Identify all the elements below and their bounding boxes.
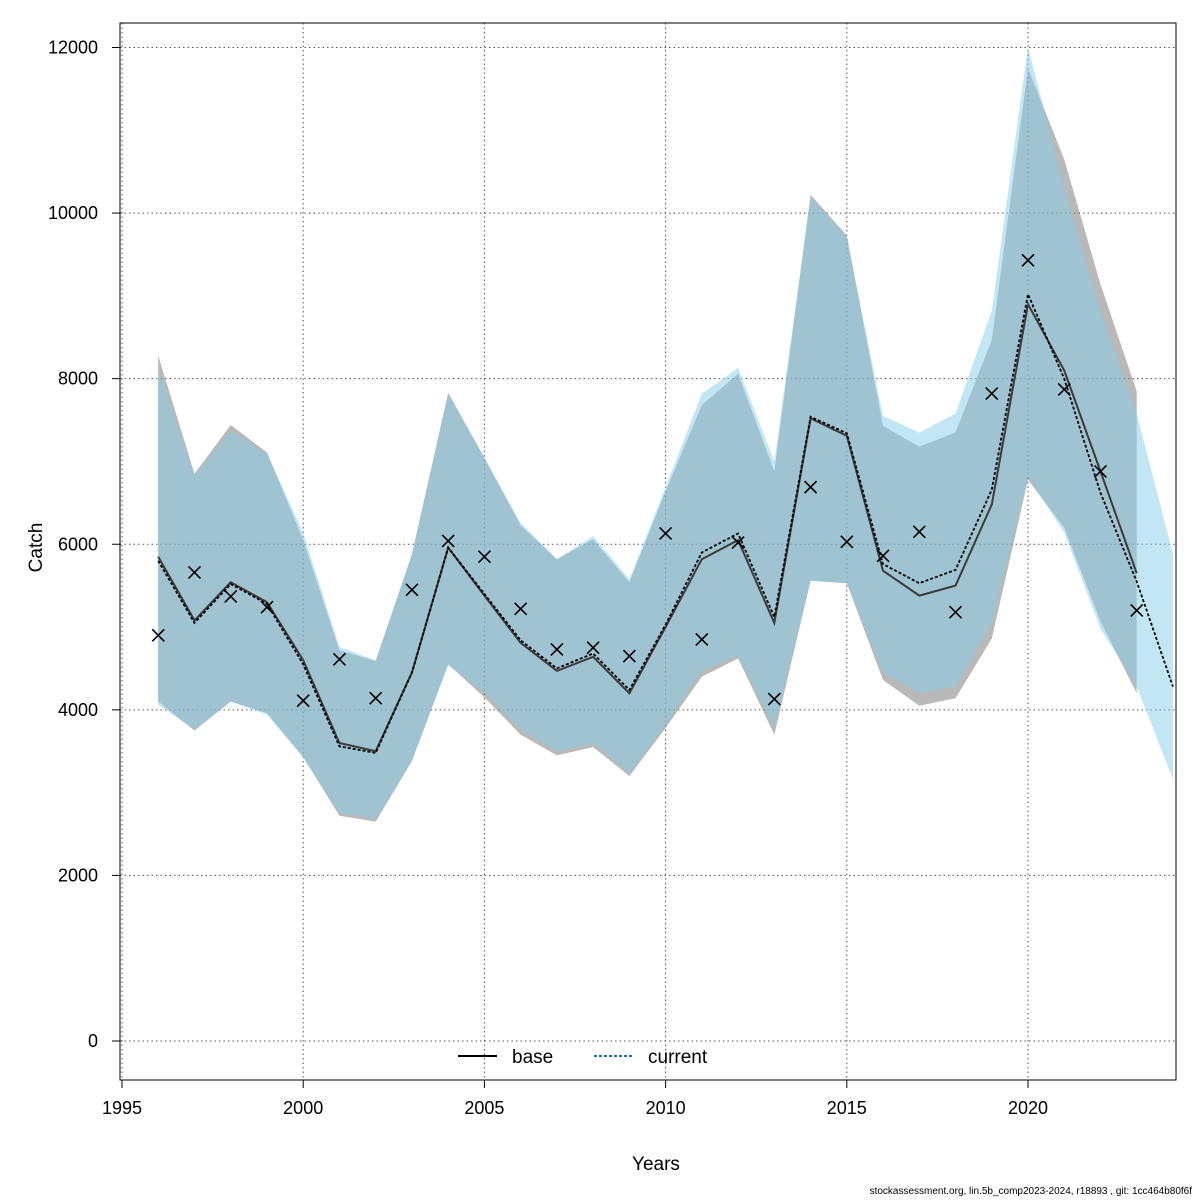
observed-point-stroke	[731, 536, 745, 550]
observed-point	[477, 550, 491, 564]
observed-point	[912, 525, 926, 539]
observed-point	[1057, 382, 1071, 396]
x-tick-label: 2000	[283, 1098, 323, 1118]
y-tick-label: 0	[88, 1031, 98, 1051]
observed-point-stroke	[840, 535, 854, 549]
observed-point	[369, 691, 383, 705]
footer-note: stockassessment.org, lin.5b_comp2023-202…	[869, 1186, 1192, 1197]
observed-point-stroke	[224, 589, 238, 603]
observed-point-stroke	[332, 652, 347, 666]
observed-point-stroke	[1093, 464, 1108, 478]
observed-point	[224, 589, 238, 603]
y-tick-label: 2000	[58, 865, 98, 885]
observed-point-stroke	[405, 583, 419, 597]
observed-point-stroke	[876, 549, 890, 563]
observed-point	[840, 535, 854, 549]
observed-point	[586, 641, 600, 655]
observed-point-stroke	[1130, 603, 1144, 618]
observed-point	[151, 628, 165, 642]
observed-point-stroke	[1057, 382, 1071, 396]
observed-points	[151, 253, 1144, 708]
confidence-band-current	[158, 46, 1173, 820]
observed-point	[767, 692, 781, 706]
x-tick-label: 2020	[1008, 1098, 1048, 1118]
observed-point	[296, 694, 310, 708]
observed-point	[405, 583, 419, 597]
axes: 1995 2000 2005 2010 2015 2020 0 2000 4000 6000 800…	[48, 38, 1048, 1119]
x-tick-label: 2015	[827, 1098, 867, 1118]
observed-point	[876, 549, 890, 563]
observed-point-stroke	[550, 642, 564, 656]
legend-label-current: current	[648, 1047, 708, 1068]
y-tick-label: 6000	[58, 534, 98, 554]
observed-point-stroke	[514, 602, 528, 616]
y-tick-label: 8000	[58, 369, 98, 389]
observed-point	[514, 602, 528, 616]
observed-point	[1021, 253, 1035, 267]
observed-point-stroke	[151, 628, 165, 642]
observed-point-stroke	[622, 649, 636, 663]
observed-point-stroke	[441, 534, 455, 548]
observed-point	[1093, 464, 1108, 478]
legend: base current	[458, 1047, 708, 1068]
observed-point-stroke	[187, 565, 202, 579]
observed-point	[332, 652, 347, 666]
series-line-base	[157, 301, 1138, 753]
observed-point	[260, 600, 274, 614]
observed-point	[948, 605, 963, 619]
x-tick-label: 2010	[646, 1098, 686, 1118]
legend-label-base: base	[512, 1047, 553, 1068]
observed-point	[550, 642, 564, 656]
observed-point	[1130, 603, 1144, 618]
observed-point-stroke	[296, 694, 310, 708]
observed-point-stroke	[477, 550, 491, 564]
observed-point-stroke	[369, 691, 383, 705]
observed-point-stroke	[260, 600, 274, 614]
observed-point	[441, 534, 455, 548]
x-tick-label: 1995	[102, 1098, 142, 1118]
x-axis-title: Years	[632, 1154, 680, 1175]
confidence-bands	[158, 46, 1173, 822]
observed-point-stroke	[948, 605, 963, 619]
observed-point	[622, 649, 636, 663]
observed-point-stroke	[695, 632, 709, 647]
observed-point	[803, 480, 818, 494]
observed-point	[695, 632, 709, 647]
observed-point-stroke	[767, 692, 781, 706]
observed-point-stroke	[586, 641, 600, 655]
observed-point	[985, 387, 999, 401]
observed-point	[731, 536, 745, 550]
series-lines	[157, 291, 1174, 754]
x-tick-label: 2005	[464, 1098, 504, 1118]
series-line-current	[157, 291, 1174, 754]
observed-point-stroke	[659, 526, 673, 541]
y-tick-label: 4000	[58, 700, 98, 720]
observed-point-stroke	[912, 525, 926, 539]
observed-point	[187, 565, 202, 579]
y-tick-label: 10000	[48, 203, 98, 223]
observed-point-stroke	[985, 387, 999, 401]
observed-point-stroke	[803, 480, 818, 494]
y-tick-label: 12000	[48, 38, 98, 58]
observed-point-stroke	[1021, 253, 1035, 267]
y-axis-title: Catch	[26, 523, 47, 573]
observed-point	[659, 526, 673, 541]
